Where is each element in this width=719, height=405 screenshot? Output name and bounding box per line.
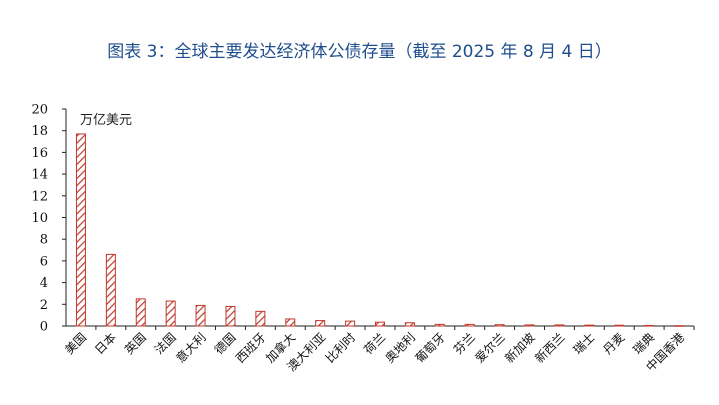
bars bbox=[75, 133, 685, 327]
bar bbox=[135, 298, 146, 327]
bar bbox=[75, 133, 86, 327]
bar bbox=[584, 324, 595, 327]
y-tick-label: 10 bbox=[31, 211, 48, 226]
bar bbox=[494, 324, 505, 327]
bar bbox=[225, 305, 236, 327]
bar bbox=[554, 324, 565, 327]
y-axis-ticks: 0 2 4 6 8 10 12 14 16 18 20 bbox=[31, 103, 66, 335]
y-tick-label: 16 bbox=[31, 146, 48, 161]
unit-label: 万亿美元 bbox=[80, 113, 132, 128]
x-tick-label: 意大利 bbox=[173, 330, 209, 366]
x-tick-label: 英国 bbox=[122, 330, 149, 357]
y-tick-label: 2 bbox=[40, 298, 48, 313]
y-tick-label: 0 bbox=[40, 320, 48, 335]
y-tick-label: 18 bbox=[31, 124, 48, 139]
y-tick-label: 12 bbox=[31, 189, 48, 204]
bar bbox=[404, 322, 415, 327]
bar bbox=[105, 253, 116, 327]
x-tick-label: 丹麦 bbox=[600, 330, 627, 357]
bar bbox=[375, 321, 385, 327]
bar bbox=[674, 325, 685, 327]
bar bbox=[345, 320, 356, 327]
x-tick-label: 比利时 bbox=[323, 330, 358, 365]
bar bbox=[464, 323, 475, 327]
x-tick-label: 西班牙 bbox=[233, 330, 268, 365]
axes bbox=[65, 109, 694, 327]
y-tick-label: 14 bbox=[31, 168, 48, 183]
x-tick-label: 美国 bbox=[62, 330, 89, 357]
x-tick-label: 新西兰 bbox=[531, 330, 567, 366]
y-tick-label: 20 bbox=[31, 103, 48, 118]
bar bbox=[524, 324, 535, 327]
bar bbox=[614, 324, 625, 327]
x-tick-label: 葡萄牙 bbox=[413, 330, 448, 365]
bar bbox=[644, 324, 655, 327]
x-tick-label: 瑞士 bbox=[571, 330, 598, 357]
bar bbox=[285, 318, 296, 327]
chart-title: 图表 3：全球主要发达经济体公债存量（截至 2025 年 8 月 4 日） bbox=[107, 42, 612, 62]
y-tick-label: 4 bbox=[40, 276, 48, 291]
x-tick-label: 新加坡 bbox=[502, 330, 538, 366]
x-tick-label: 奥地利 bbox=[383, 330, 418, 365]
bar bbox=[165, 300, 176, 327]
y-tick-label: 6 bbox=[40, 254, 48, 269]
bar bbox=[195, 304, 206, 327]
x-tick-label: 日本 bbox=[92, 330, 119, 357]
bar bbox=[255, 310, 266, 327]
bar bbox=[434, 323, 445, 327]
y-tick-label: 8 bbox=[40, 233, 48, 248]
x-tick-label: 爱尔兰 bbox=[472, 330, 508, 366]
x-tick-label: 德国 bbox=[211, 330, 239, 358]
bar bbox=[315, 320, 326, 327]
